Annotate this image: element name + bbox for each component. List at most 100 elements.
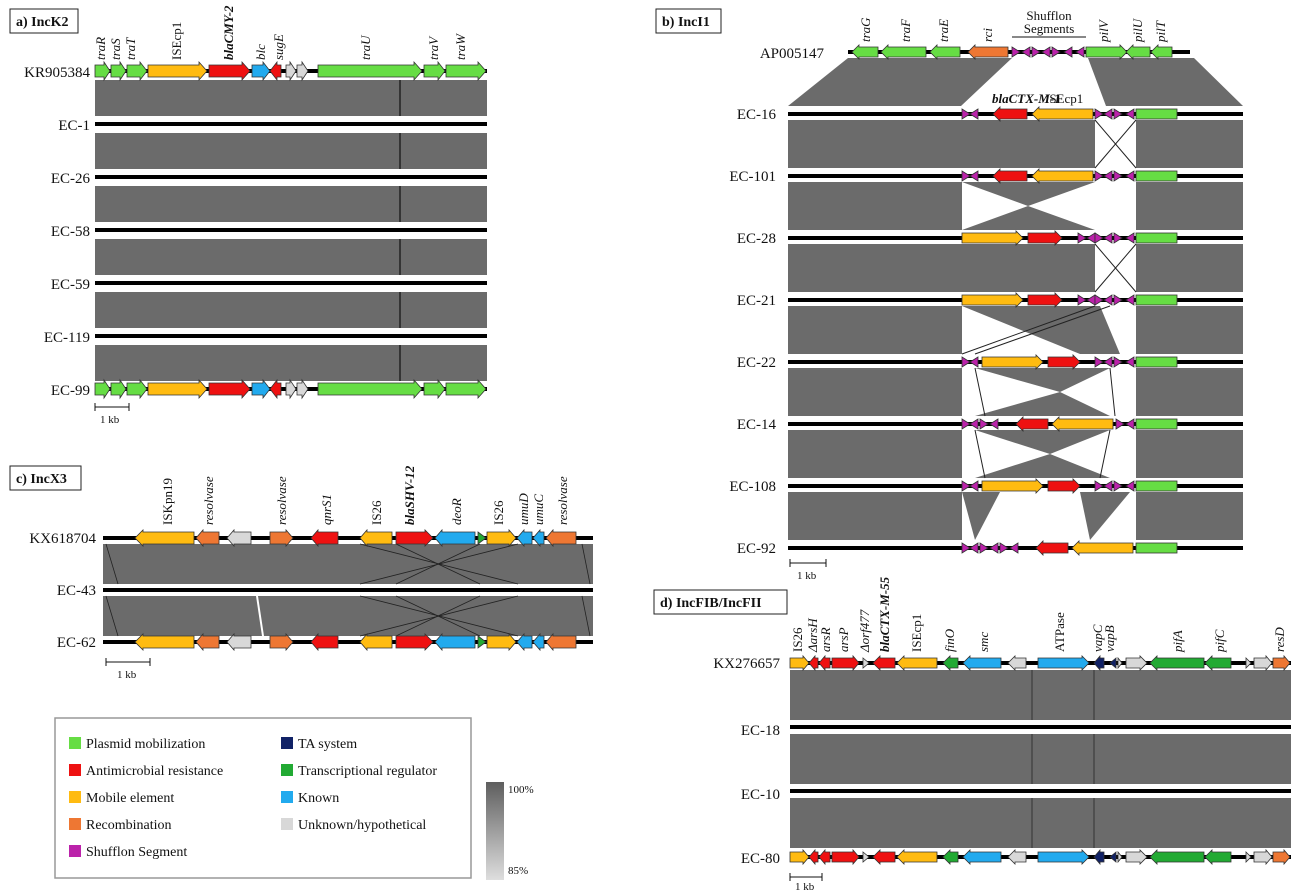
gene-label: rci — [980, 28, 995, 42]
gene-arrow-pifA — [1149, 655, 1205, 671]
gene-label: ISEcp1 — [909, 614, 924, 652]
panel-b-ec16-genes — [961, 106, 1178, 122]
gene-label: arsR — [818, 627, 833, 652]
gene-label: resolvase — [555, 476, 570, 525]
legend-item: Unknown/hypothetical — [298, 818, 426, 833]
panel-a-genome-label: EC-59 — [51, 277, 90, 293]
gene-label: ISKpn19 — [160, 478, 175, 525]
gene-arrow-traU — [317, 378, 423, 400]
panel-a-scale-bar — [94, 403, 130, 411]
gene-arrow-traV — [423, 378, 446, 400]
panel-b-genome-label: EC-21 — [737, 293, 776, 309]
gene-arrow-orf477 — [862, 657, 870, 669]
gene-arrow-unknown — [226, 528, 252, 548]
panel-b-identity-blocks — [788, 58, 1243, 540]
panel-b-scale-label: 1 kb — [797, 570, 817, 582]
panel-c-ec62-genes — [134, 632, 577, 652]
panel-d-title: d) IncFIB/IncFII — [660, 596, 762, 611]
gene-arrow-sugE — [269, 378, 282, 400]
gene-label: IS26 — [491, 500, 506, 525]
gene-arrow-resolvase — [195, 528, 220, 548]
gene-arrow-unknown — [285, 60, 297, 82]
legend-swatch — [69, 737, 81, 749]
gene-label: resolvase — [274, 476, 289, 525]
panel-a-genome-label: EC-1 — [58, 118, 90, 134]
gene-arrow-smc — [962, 655, 1002, 671]
gene-arrow-IS26 — [789, 654, 810, 672]
gene-label: pifA — [1170, 630, 1185, 653]
panel-a-reference-genes — [94, 60, 487, 82]
shufflon-segment — [1063, 46, 1073, 58]
panel-b-title-box — [655, 8, 722, 34]
panel-b-title: b) IncI1 — [662, 15, 710, 30]
panel-b: b) IncI1 AP005147 EC-16 EC-101 EC-28 EC-… — [655, 8, 1243, 582]
gene-arrow-unknown — [1117, 656, 1123, 670]
gene-label: arsP — [836, 627, 851, 652]
gene-arrow-umuC — [532, 528, 545, 548]
gene-arrow-ISEcp1 — [1031, 106, 1094, 122]
gene-arrow-resolvase — [545, 528, 577, 548]
panel-c: c) IncX3 KX618704 EC-43 EC-62 — [9, 465, 593, 681]
panel-a-genome-label: EC-119 — [44, 330, 90, 346]
gene-arrow-unknown — [1007, 655, 1027, 671]
panel-c-genome-label: EC-43 — [57, 583, 96, 599]
gene-arrow-pilT — [1150, 44, 1173, 60]
legend-item: Plasmid mobilization — [86, 737, 205, 752]
gene-label: resD — [1272, 627, 1287, 652]
gene-arrow-traU — [317, 60, 423, 82]
panel-d-genome-label: EC-80 — [741, 851, 780, 867]
panel-b-ec28-genes — [961, 230, 1178, 246]
shufflon-segment — [1075, 46, 1085, 58]
gene-arrow-traT — [126, 378, 148, 400]
gene-label: ISEcp1 — [1045, 91, 1083, 106]
panel-c-reference-genes — [134, 528, 577, 548]
gene-label: umuC — [531, 494, 546, 525]
panel-a-reference-label: KR905384 — [24, 65, 90, 81]
legend-item: Known — [298, 791, 339, 806]
panel-b-ec108-genes — [961, 478, 1178, 494]
shufflon-segment — [1021, 46, 1031, 58]
panel-b-genome-label: EC-108 — [729, 479, 776, 495]
panel-b-genome-label: EC-92 — [737, 541, 776, 557]
legend-item: Antimicrobial resistance — [86, 764, 223, 779]
panel-b-genome-label: EC-16 — [737, 107, 777, 123]
gene-arrow-umuD — [516, 528, 533, 548]
gene-arrow-unknown — [1253, 654, 1273, 672]
panel-b-genome-label: EC-28 — [737, 231, 776, 247]
gene-arrow-pifC — [1204, 655, 1232, 671]
panel-a-genome-label: EC-99 — [51, 383, 90, 399]
gene-label: traU — [358, 34, 373, 60]
gene-arrow-traS — [110, 378, 127, 400]
panel-d-ec80-genes — [789, 848, 1291, 866]
panel-c-scale-label: 1 kb — [117, 669, 137, 681]
gene-arrow-unknown — [296, 60, 309, 82]
legend-item: Mobile element — [86, 791, 174, 806]
gene-arrow-unknown — [1245, 657, 1252, 669]
gene-label: traG — [858, 17, 873, 42]
gene-label: IS26 — [790, 627, 805, 652]
panel-a-title-box — [9, 8, 79, 34]
legend-swatch — [281, 791, 293, 803]
panel-c-reference-label: KX618704 — [29, 531, 96, 547]
panel-d-scale-label: 1 kb — [795, 881, 815, 891]
panel-a-scale-label: 1 kb — [100, 414, 120, 426]
panel-d-title-box — [653, 589, 788, 615]
gene-arrow-traT — [126, 60, 148, 82]
gene-arrow-qnrS1 — [310, 528, 339, 548]
gene-arrow-pilV — [1085, 44, 1128, 60]
panel-a-genome-label: EC-58 — [51, 224, 90, 240]
legend-item: Recombination — [86, 818, 172, 833]
shufflon-segments-label: Shufflon — [1026, 8, 1072, 23]
gene-arrow-traF — [880, 44, 927, 60]
gene-arrow-arsP — [831, 654, 860, 672]
gene-arrow-traW — [445, 60, 487, 82]
gene-arrow-blaCMY-2 — [208, 60, 251, 82]
identity-high-label: 100% — [508, 784, 534, 796]
gene-label: vapB — [1102, 625, 1117, 652]
gene-label: traR — [93, 37, 108, 60]
panel-d: d) IncFIB/IncFII KX276657 EC-18 EC-10 EC… — [653, 576, 1291, 891]
gene-label: traF — [898, 18, 913, 42]
gene-label: blaCTX-M-55 — [877, 576, 892, 652]
gene-arrow-blaCTX-M-55 — [872, 655, 896, 671]
gene-label: blc — [253, 44, 268, 60]
